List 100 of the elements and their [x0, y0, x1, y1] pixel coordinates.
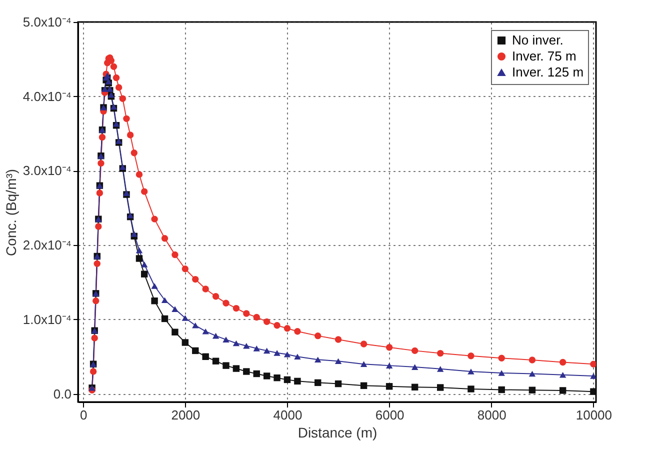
point [559, 372, 566, 378]
point [96, 190, 104, 196]
point [202, 328, 209, 334]
point [284, 352, 291, 358]
point [294, 354, 301, 360]
point [161, 235, 168, 242]
point [98, 160, 104, 167]
legend-label: No inver. [512, 32, 564, 48]
point [202, 286, 209, 292]
point [263, 348, 270, 354]
point [140, 262, 148, 268]
point [436, 366, 444, 372]
point [136, 171, 143, 178]
point [212, 293, 220, 300]
point [314, 356, 322, 363]
point [212, 332, 220, 339]
point [284, 325, 291, 332]
point [90, 368, 97, 375]
point [119, 95, 126, 102]
x-axis-title: Distance (m) [298, 424, 378, 440]
point [294, 378, 301, 385]
point [468, 368, 474, 374]
point [172, 251, 178, 258]
legend-label: Inver. 75 m [512, 48, 576, 64]
point [468, 386, 474, 392]
point [360, 382, 368, 389]
point [243, 342, 250, 349]
point [411, 384, 418, 390]
point [411, 364, 418, 370]
point [232, 340, 240, 346]
point [498, 386, 505, 394]
y-tick-label: 2.0x10⁻⁴ [22, 238, 72, 253]
point [243, 368, 250, 375]
point [222, 336, 230, 342]
y-axis-title: Conc. (Bq/m³) [2, 168, 19, 256]
point [182, 266, 189, 272]
point [590, 373, 596, 379]
point [253, 370, 260, 378]
legend-label: Inver. 125 m [512, 64, 584, 80]
point [151, 298, 158, 304]
point [212, 358, 220, 364]
point [222, 300, 230, 306]
point [436, 384, 444, 391]
point [314, 379, 322, 386]
y-tick-label: 3.0x10⁻⁴ [22, 163, 72, 178]
point [411, 347, 418, 354]
point [559, 358, 566, 366]
point [151, 216, 158, 222]
point [182, 339, 189, 346]
y-tick-label: 0.0 [53, 386, 72, 402]
point [192, 322, 199, 328]
point [161, 315, 168, 322]
point [232, 365, 240, 372]
point [140, 270, 148, 278]
x-tick-label: 4000 [273, 408, 302, 422]
point [498, 354, 505, 362]
y-tick-label: 1.0x10⁻⁴ [22, 312, 72, 327]
x-tick-label: 6000 [375, 408, 404, 422]
point [192, 347, 199, 354]
point [386, 362, 393, 368]
point [386, 383, 393, 390]
point [360, 361, 368, 367]
point [498, 370, 505, 376]
point [263, 318, 270, 326]
point [136, 255, 143, 262]
point [172, 328, 178, 336]
point [590, 360, 596, 368]
point [140, 188, 148, 195]
point [172, 306, 178, 312]
point [92, 298, 100, 304]
point [274, 350, 280, 356]
point [334, 358, 342, 364]
x-tick-label: 2000 [171, 408, 200, 422]
point [130, 150, 138, 156]
point [222, 362, 230, 369]
point [123, 115, 130, 122]
point [314, 332, 322, 340]
point [590, 388, 596, 395]
point [182, 315, 189, 321]
point [112, 74, 120, 82]
x-tick-label: 0 [80, 408, 88, 422]
y-tick-label: 5.0x10⁻⁴ [22, 14, 72, 30]
y-tick-label: 4.0x10⁻⁴ [22, 88, 72, 104]
point [528, 370, 536, 377]
point [294, 328, 301, 335]
point [202, 353, 209, 360]
point [334, 380, 342, 388]
point [136, 247, 143, 254]
point [334, 336, 342, 343]
point [386, 344, 393, 351]
point [559, 387, 566, 394]
point [94, 260, 100, 268]
point [95, 223, 102, 230]
point [436, 350, 444, 357]
point [274, 374, 280, 382]
point [91, 334, 98, 342]
point [528, 386, 536, 394]
point [130, 231, 138, 237]
point [192, 276, 199, 283]
point [253, 346, 260, 352]
